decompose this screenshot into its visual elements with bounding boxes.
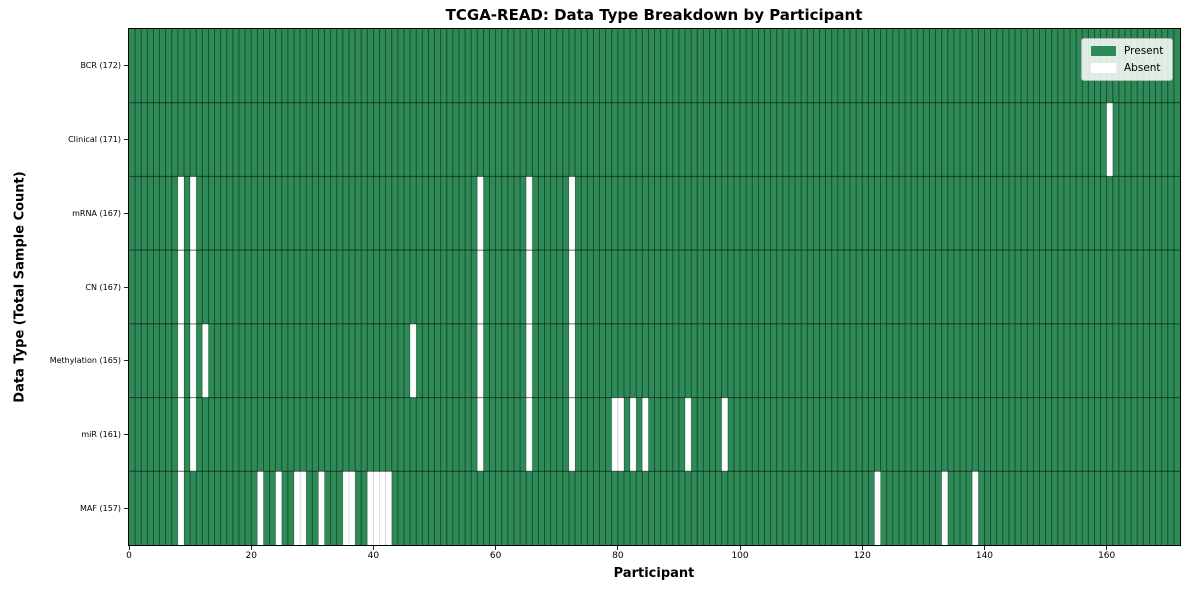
x-tick-label: 0 (126, 551, 132, 561)
absent-cell (972, 471, 979, 545)
absent-cell (190, 397, 197, 472)
absent-cell (477, 250, 484, 324)
absent-cell (630, 397, 637, 472)
y-tick-label: MAF (157) (79, 503, 121, 513)
legend-label-present: Present (1124, 45, 1164, 57)
x-tick-label: 140 (975, 551, 994, 561)
absent-cell (568, 176, 576, 251)
absent-cell (410, 323, 417, 398)
x-tick-mark (739, 546, 741, 550)
legend-entry-present: Present (1091, 45, 1163, 57)
legend-entry-absent: Absent (1091, 62, 1163, 74)
absent-cell (617, 397, 624, 472)
y-tick-label: BCR (172) (80, 61, 121, 71)
y-tick-mark (124, 139, 128, 141)
y-tick-label: mRNA (167) (72, 208, 121, 218)
legend: Present Absent (1081, 38, 1174, 81)
absent-cell (190, 176, 197, 251)
absent-cell (275, 471, 282, 545)
y-tick-mark (124, 360, 128, 362)
y-tick-mark (124, 507, 128, 509)
absent-cell (348, 471, 356, 545)
y-tick-label: Methylation (165) (49, 356, 121, 366)
y-tick-label: CN (167) (85, 282, 121, 292)
x-tick-mark (1106, 546, 1108, 550)
absent-cell (318, 471, 325, 545)
absent-cell (367, 471, 374, 545)
absent-cell (177, 323, 184, 398)
absent-cell (190, 323, 197, 398)
y-tick-mark (124, 65, 128, 67)
x-tick-mark (495, 546, 497, 550)
x-tick-label: 120 (853, 551, 871, 561)
absent-cell (177, 471, 184, 545)
absent-cell (177, 397, 184, 472)
absent-cell (293, 471, 301, 545)
absent-cell (177, 250, 184, 324)
x-tick-mark (861, 546, 863, 550)
absent-cell (526, 397, 533, 472)
y-tick-mark (124, 286, 128, 288)
absent-cell (642, 397, 649, 472)
x-tick-label: 20 (245, 551, 257, 561)
absent-cell (874, 471, 881, 545)
y-tick-mark (124, 212, 128, 214)
x-tick-mark (983, 546, 985, 550)
legend-label-absent: Absent (1124, 62, 1161, 74)
absent-cell (611, 397, 618, 472)
absent-cell (526, 250, 533, 324)
absent-swatch-icon (1091, 63, 1116, 73)
absent-cell (477, 397, 484, 472)
y-tick-mark (124, 433, 128, 435)
absent-cell (685, 397, 692, 472)
x-tick-mark (250, 546, 252, 550)
x-tick-label: 60 (489, 551, 502, 561)
absent-cell (568, 250, 576, 324)
x-tick-label: 40 (367, 551, 380, 561)
absent-cell (568, 323, 576, 398)
x-tick-mark (372, 546, 374, 550)
y-tick-label: miR (161) (81, 429, 121, 439)
absent-cell (1106, 102, 1113, 177)
y-tick-label: Clinical (171) (68, 135, 121, 145)
absent-cell (373, 471, 380, 545)
plot-area (128, 28, 1181, 546)
absent-cell (202, 323, 209, 398)
absent-cell (526, 176, 533, 251)
x-tick-mark (128, 546, 130, 550)
absent-cell (477, 323, 484, 398)
heatmap-canvas (129, 29, 1180, 545)
chart-title: TCGA-READ: Data Type Breakdown by Partic… (445, 6, 863, 24)
absent-cell (190, 250, 197, 324)
absent-cell (342, 471, 349, 545)
absent-cell (177, 176, 184, 251)
x-tick-label: 160 (1098, 551, 1116, 561)
absent-cell (385, 471, 392, 545)
absent-cell (721, 397, 728, 472)
absent-cell (477, 176, 484, 251)
absent-cell (379, 471, 386, 545)
absent-cell (300, 471, 307, 545)
x-tick-mark (617, 546, 619, 550)
x-tick-label: 80 (612, 551, 624, 561)
absent-cell (257, 471, 264, 545)
x-tick-label: 100 (731, 551, 749, 561)
absent-cell (941, 471, 948, 545)
absent-cell (526, 323, 533, 398)
present-swatch-icon (1091, 46, 1116, 56)
x-axis-label: Participant (613, 566, 695, 581)
absent-cell (568, 397, 576, 472)
present-background (129, 29, 1180, 545)
